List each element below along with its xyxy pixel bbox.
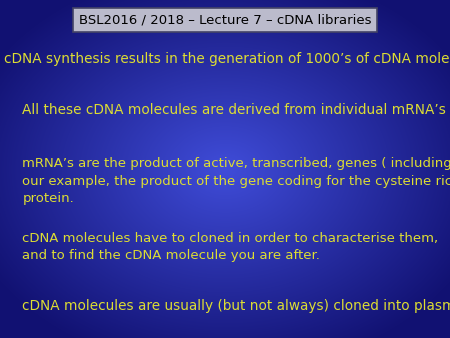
Text: mRNA’s are the product of active, transcribed, genes ( including, in
our example: mRNA’s are the product of active, transc… — [22, 157, 450, 205]
Text: BSL2016 / 2018 – Lecture 7 – cDNA libraries: BSL2016 / 2018 – Lecture 7 – cDNA librar… — [79, 14, 371, 26]
Text: cDNA synthesis results in the generation of 1000’s of cDNA molecules.: cDNA synthesis results in the generation… — [4, 52, 450, 66]
Text: cDNA molecules are usually (but not always) cloned into plasmids: cDNA molecules are usually (but not alwa… — [22, 299, 450, 313]
Text: All these cDNA molecules are derived from individual mRNA’s: All these cDNA molecules are derived fro… — [22, 103, 446, 117]
Text: cDNA molecules have to cloned in order to characterise them,
and to find the cDN: cDNA molecules have to cloned in order t… — [22, 232, 439, 262]
